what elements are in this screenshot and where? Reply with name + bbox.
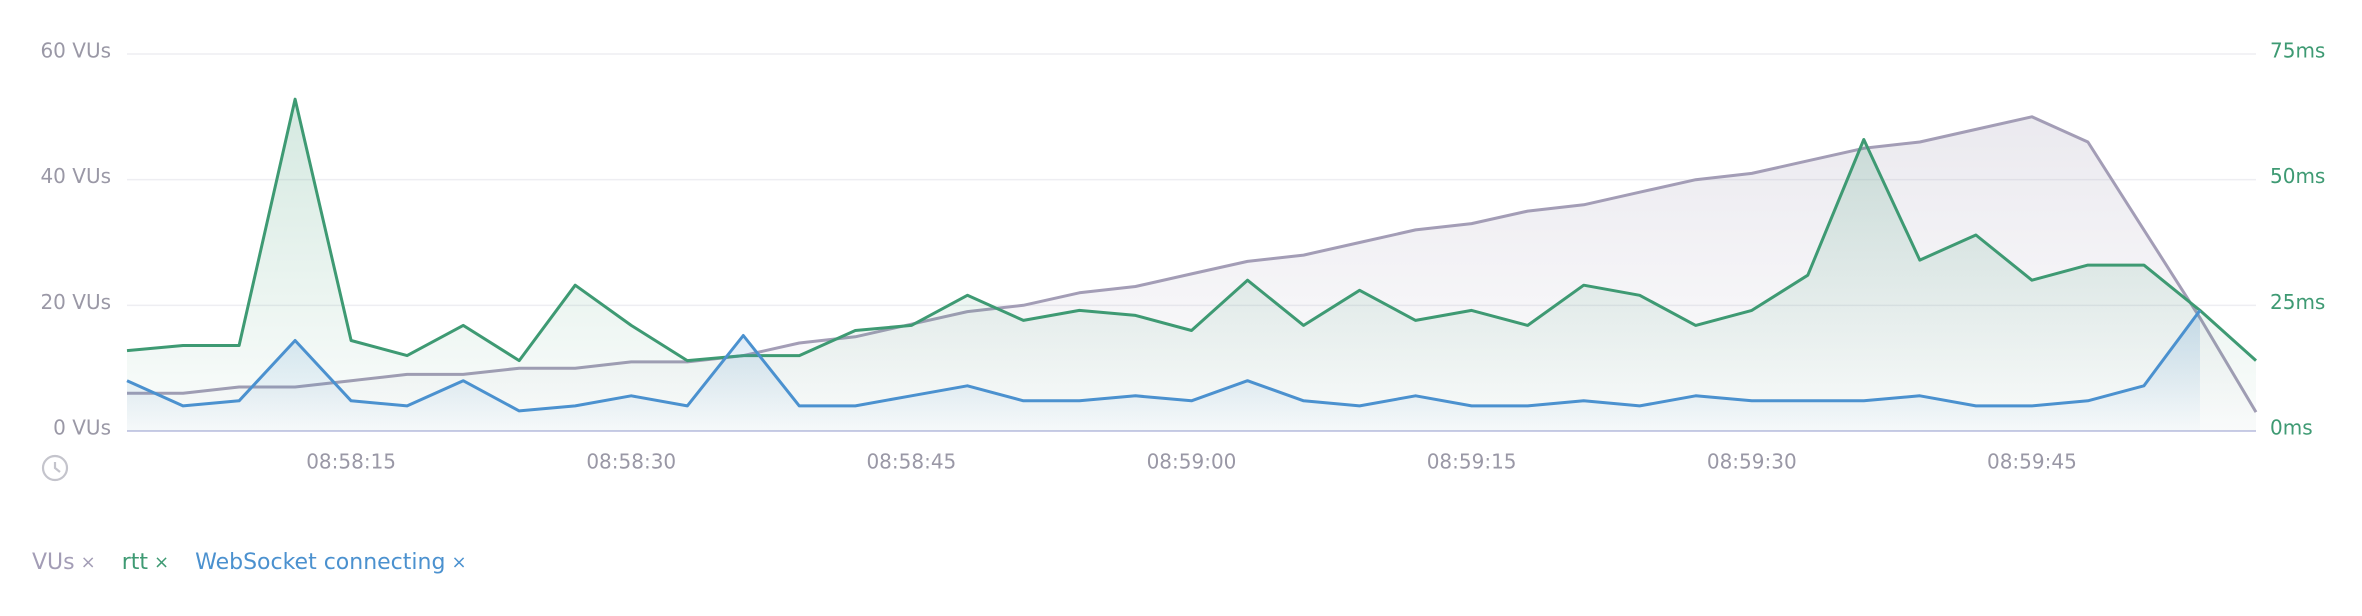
legend-label: WebSocket connecting: [195, 550, 446, 575]
legend-item[interactable]: rtt ×: [122, 550, 169, 575]
series-line: [126, 309, 2202, 413]
y-tick-label: 20 VUs: [40, 290, 111, 314]
series-area: [127, 310, 2200, 431]
legend-remove[interactable]: ×: [154, 552, 170, 573]
y-tick-label: 0 VUs: [53, 416, 111, 440]
y2-tick-label: 75ms: [2270, 39, 2325, 63]
y2-tick-label: 0ms: [2270, 416, 2313, 440]
y2-tick-label: 25ms: [2270, 290, 2325, 314]
x-tick-label: 08:58:15: [306, 450, 396, 474]
legend-item[interactable]: WebSocket connecting ×: [195, 550, 466, 575]
x-tick-label: 08:59:15: [1427, 450, 1517, 474]
legend-remove[interactable]: ×: [80, 552, 96, 573]
legend-item[interactable]: VUs ×: [32, 550, 96, 575]
y2-tick-label: 50ms: [2270, 164, 2325, 188]
series-area: [127, 99, 2256, 431]
legend: VUs × rtt × WebSocket connecting ×: [32, 550, 467, 575]
y-tick-label: 60 VUs: [40, 39, 111, 63]
x-tick-label: 08:59:30: [1707, 450, 1797, 474]
y-tick-label: 40 VUs: [40, 164, 111, 188]
x-tick-label: 08:59:00: [1147, 450, 1237, 474]
chart: 0 VUs 20 VUs 40 VUs 60 VUs 0ms 25ms 50ms 75ms 08…: [40, 39, 2325, 482]
x-tick-label: 08:58:45: [866, 450, 956, 474]
legend-remove[interactable]: ×: [451, 552, 467, 573]
series-line: [126, 97, 2258, 363]
legend-label: rtt: [121, 550, 149, 575]
x-tick-label: 08:58:30: [586, 450, 676, 474]
legend-label: VUs: [32, 550, 75, 575]
x-tick-label: 08:59:45: [1987, 450, 2077, 474]
clock-icon: [41, 454, 69, 482]
